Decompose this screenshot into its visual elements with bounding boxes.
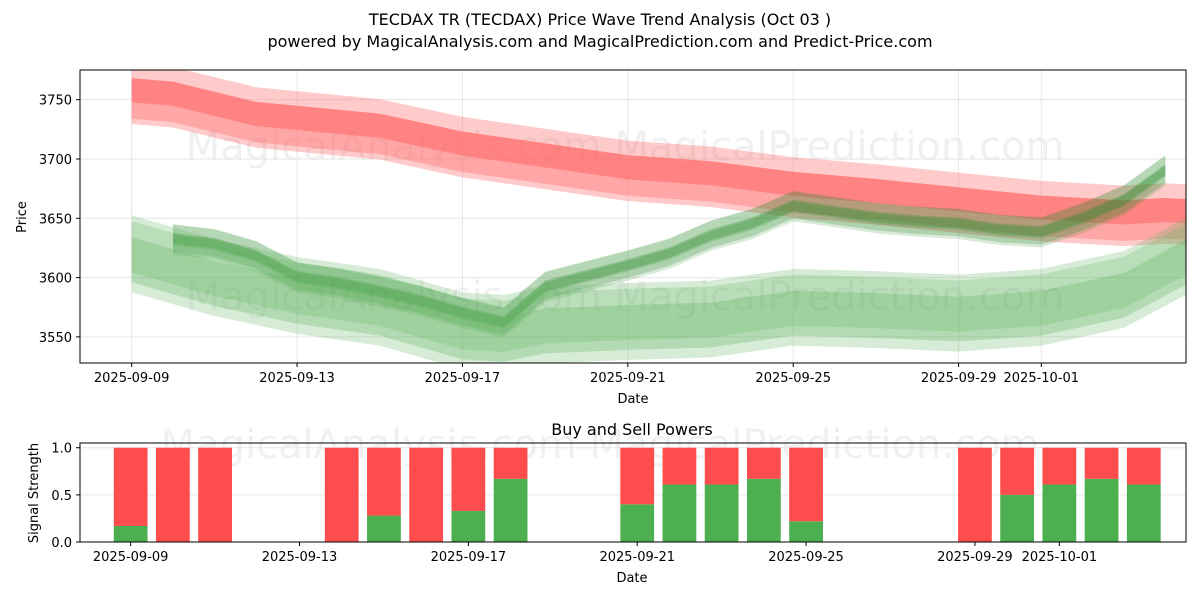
bottom-x-tick-label: 2025-09-29 [937, 550, 1013, 565]
buy-bar [746, 478, 781, 542]
main-chart-title: TECDAX TR (TECDAX) Price Wave Trend Anal… [368, 10, 832, 29]
sell-bar [155, 447, 190, 542]
top-y-axis-label: Price [15, 201, 30, 233]
sell-bar [620, 447, 655, 505]
buy-trend-upper-layer-0 [173, 155, 1166, 338]
buy-trend-upper-layer-2 [173, 165, 1166, 335]
buy-bar [493, 478, 528, 542]
bottom-y-tick-label: 0.0 [51, 536, 72, 551]
bottom-x-tick-label: 2025-09-25 [768, 550, 844, 565]
top-x-tick-label: 2025-09-25 [755, 371, 831, 386]
buy-bar [367, 515, 401, 542]
sell-bar [1084, 447, 1119, 479]
buy-bar [113, 525, 148, 542]
buy-bar [1126, 484, 1161, 542]
sell-bar [324, 447, 359, 542]
top-x-tick-label: 2025-09-17 [425, 371, 501, 386]
buy-trend-lower-layer-1 [131, 221, 1186, 352]
bottom-x-axis-label: Date [616, 571, 647, 586]
bottom-x-tick-label: 2025-09-09 [93, 550, 169, 565]
buy-bar [451, 510, 486, 542]
top-x-tick-label: 2025-09-29 [921, 371, 997, 386]
watermark-top-2: MagicalAnalysis.com MagicalPrediction.co… [186, 274, 1065, 320]
sell-bar [409, 447, 444, 542]
sell-bar [113, 447, 148, 526]
buy-bar [1084, 478, 1119, 542]
top-y-tick-label: 3650 [39, 212, 72, 227]
buy-trend-lower-layer-0 [131, 215, 1186, 363]
sell-bar [198, 447, 232, 542]
sell-trend-band-layer-2 [131, 78, 1186, 225]
top-x-tick-label: 2025-10-01 [1004, 371, 1080, 386]
bottom-y-axis-label: Signal Strength [27, 443, 42, 543]
watermark-bottom: MagicalAnalysis.com MagicalPrediction.co… [161, 422, 1040, 468]
top-x-axis-ticks: 2025-09-09 2025-09-13 2025-09-17 2025-09-21… [94, 363, 1079, 386]
sell-bar [451, 447, 486, 511]
bottom-x-tick-label: 2025-09-17 [431, 550, 507, 565]
top-y-axis-ticks: 3550 3600 3650 3700 3750 [39, 94, 80, 346]
top-x-axis-label: Date [617, 392, 648, 407]
bottom-y-tick-label: 1.0 [51, 442, 72, 457]
sell-bar [789, 447, 823, 522]
bottom-x-tick-label: 2025-09-21 [599, 550, 675, 565]
top-x-tick-label: 2025-09-09 [94, 371, 170, 386]
bottom-y-tick-label: 0.5 [51, 489, 72, 504]
top-y-tick-label: 3700 [39, 153, 72, 168]
sell-bar [662, 447, 697, 485]
top-gridlines [80, 70, 1186, 363]
buy-bar [704, 484, 739, 542]
sell-bar [704, 447, 739, 485]
bottom-chart-title: Buy and Sell Powers [551, 420, 713, 439]
top-plot-frame [79, 69, 1187, 364]
sell-bar [746, 447, 781, 479]
sell-bar [1042, 447, 1077, 485]
bottom-x-tick-label: 2025-10-01 [1022, 550, 1098, 565]
buy-bar [620, 504, 655, 542]
buy-bar [1000, 494, 1035, 542]
sell-bar [958, 447, 992, 542]
bottom-x-axis-ticks: 2025-09-09 2025-09-13 2025-09-17 2025-09-21… [93, 542, 1097, 565]
sell-bar [1000, 447, 1035, 495]
bottom-plot-frame [79, 442, 1187, 543]
sell-bar [493, 447, 528, 479]
bottom-bars [113, 447, 1161, 542]
bottom-y-axis-ticks: 0.0 0.5 1.0 [51, 442, 80, 551]
top-y-tick-label: 3600 [39, 272, 72, 287]
bottom-x-tick-label: 2025-09-13 [262, 550, 338, 565]
buy-bar [789, 521, 823, 542]
top-x-tick-label: 2025-09-21 [590, 371, 666, 386]
top-y-tick-label: 3550 [39, 331, 72, 346]
top-y-tick-label: 3750 [39, 94, 72, 109]
main-chart-subtitle: powered by MagicalAnalysis.com and Magic… [267, 32, 933, 51]
top-x-tick-label: 2025-09-13 [259, 371, 335, 386]
sell-bar [367, 447, 401, 516]
sell-bar [1126, 447, 1161, 485]
top-trend-bands [131, 70, 1186, 363]
buy-bar [662, 484, 697, 542]
buy-trend-lower-layer-2 [131, 237, 1186, 362]
buy-bar [1042, 484, 1077, 542]
buy-trend-upper-layer-1 [173, 155, 1166, 329]
